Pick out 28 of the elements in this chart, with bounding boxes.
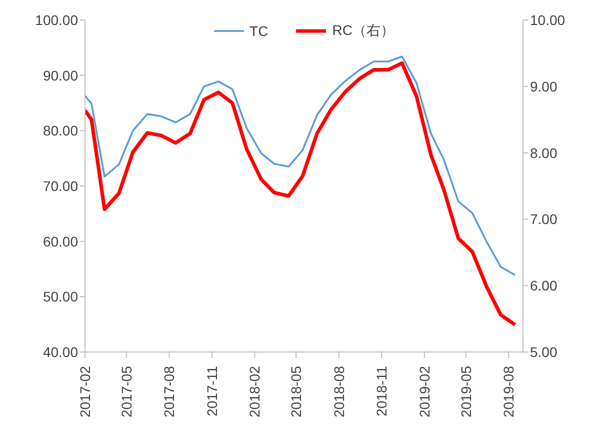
y2-tick-label: 9.00	[530, 78, 558, 94]
x-tick-label: 2018-02	[246, 366, 263, 418]
x-tick-label: 2019-02	[416, 366, 432, 418]
x-tick-label: 2017-11	[204, 366, 220, 416]
y-tick-label: 50.00	[42, 288, 78, 305]
x-tick-label: 2018-08	[330, 366, 347, 418]
legend-label: TC	[250, 23, 268, 39]
y-tick-label: 90.00	[42, 67, 78, 84]
x-tick-label: 2017-02	[77, 366, 93, 418]
y-tick-label: 60.00	[42, 233, 78, 250]
x-tick-label: 2017-08	[161, 366, 178, 418]
y-tick-label: 80.00	[42, 122, 78, 139]
legend-label: RC（右）	[332, 22, 394, 40]
y-tick-label: 100.00	[35, 12, 78, 28]
x-tick-label: 2017-05	[118, 366, 134, 418]
line-series	[85, 56, 516, 276]
y2-tick-label: 5.00	[530, 344, 558, 360]
x-tick-label: 2019-08	[500, 366, 517, 418]
line-series	[85, 61, 517, 327]
y-tick-label: 70.00	[42, 178, 78, 194]
x-tick-label: 2018-05	[288, 366, 304, 418]
x-tick-label: 2018-11	[374, 366, 390, 416]
y2-tick-label: 7.00	[530, 211, 558, 228]
y2-tick-label: 10.00	[530, 12, 566, 28]
y2-tick-label: 6.00	[530, 278, 558, 294]
x-tick-label: 2019-05	[458, 366, 474, 418]
y-tick-label: 40.00	[42, 344, 78, 360]
y2-tick-label: 8.00	[530, 144, 558, 161]
